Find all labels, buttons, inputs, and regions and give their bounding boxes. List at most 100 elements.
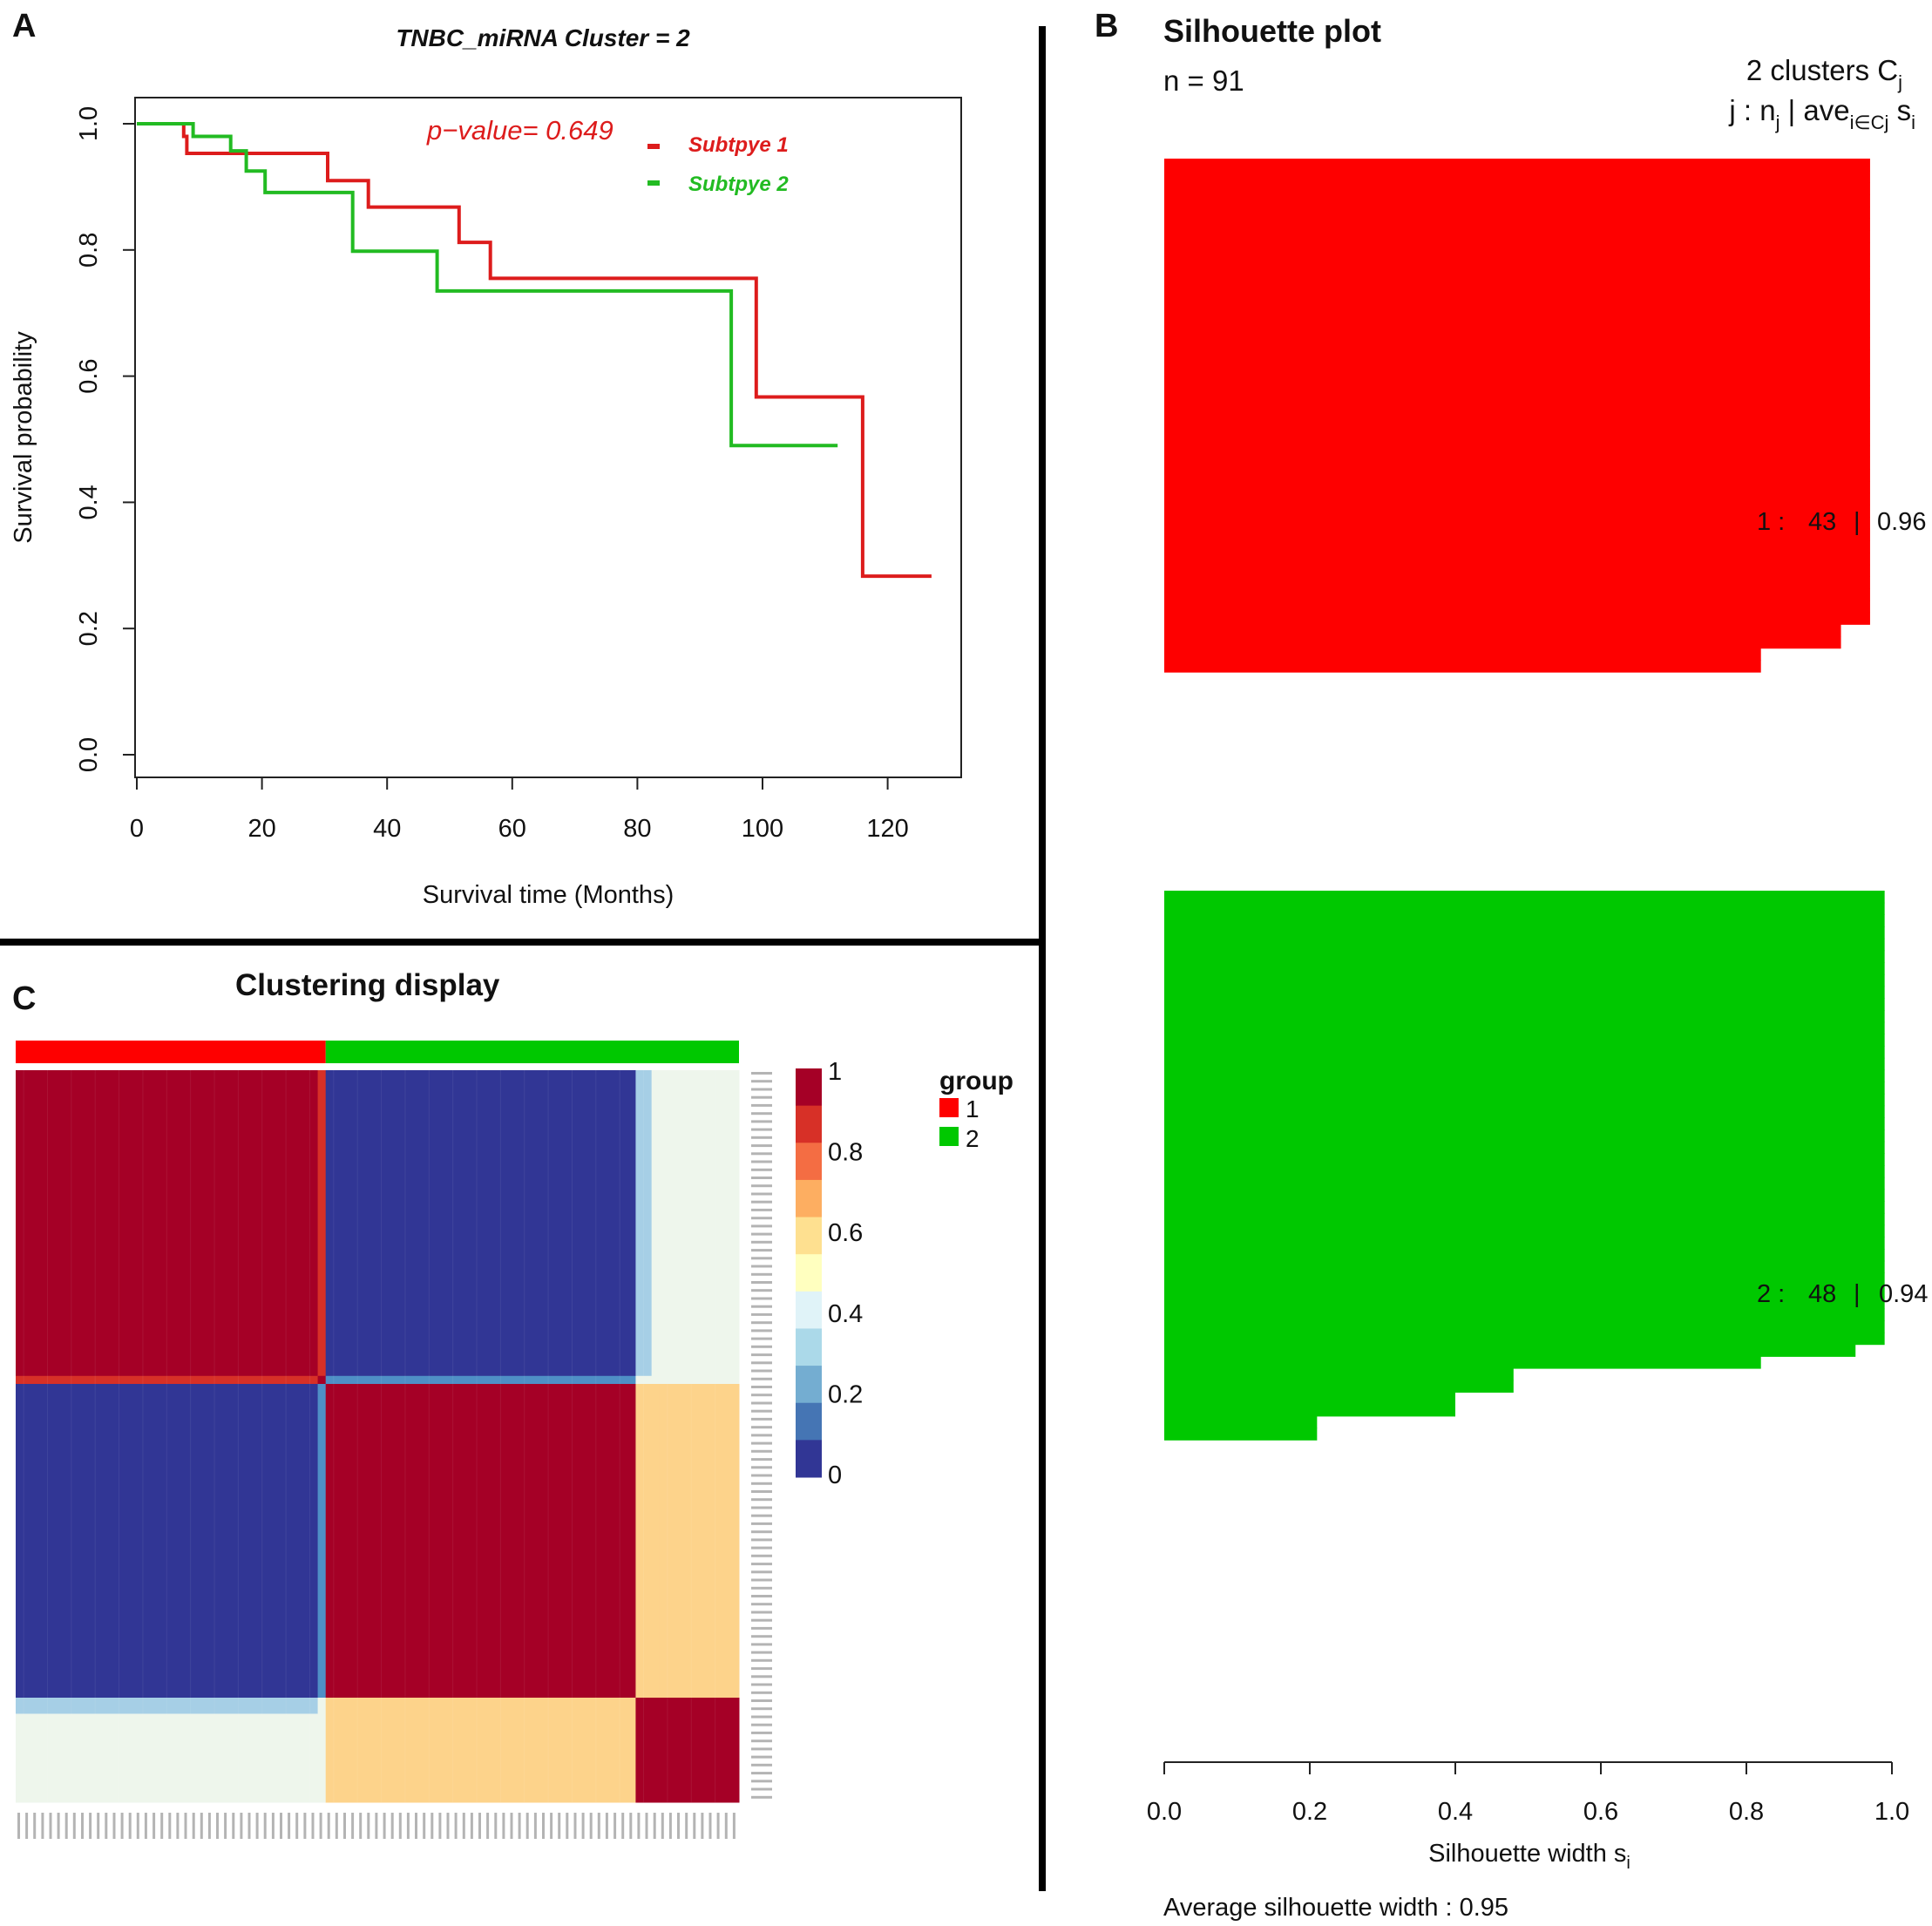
heatmap-row-label xyxy=(751,1329,772,1333)
heatmap-col-label xyxy=(406,1813,410,1839)
heatmap-row-label xyxy=(751,1072,772,1075)
heatmap-col-label xyxy=(605,1813,608,1839)
heatmap-col-label xyxy=(423,1813,426,1839)
km-y-tick-label: 0.4 xyxy=(75,485,103,519)
heatmap-col-label xyxy=(41,1813,44,1839)
km-plot-frame xyxy=(134,97,962,778)
color-scale-swatch-7 xyxy=(796,1291,822,1329)
color-scale-label: 0 xyxy=(828,1461,842,1489)
km-pvalue: p−value= 0.649 xyxy=(426,115,613,146)
heatmap-col-label xyxy=(653,1813,656,1839)
silhouette-bar-c2-12 xyxy=(1164,1021,1885,1034)
heatmap-col-label xyxy=(533,1813,537,1839)
heatmap-row-label xyxy=(751,1755,772,1759)
heatmap-col-label xyxy=(271,1813,275,1839)
heatmap-col-label xyxy=(168,1813,172,1839)
silhouette-bar-c2-43 xyxy=(1164,1392,1455,1405)
silhouette-title: Silhouette plot xyxy=(1163,13,1381,49)
silhouette-xlabel: Silhouette width si xyxy=(1428,1840,1630,1873)
heatmap-col-label xyxy=(637,1813,641,1839)
silhouette-bar-c2-21 xyxy=(1164,1129,1885,1143)
color-scale-swatch-10 xyxy=(796,1402,822,1441)
heatmap-row-label xyxy=(751,1707,772,1711)
silhouette-bar-c1-3 xyxy=(1164,182,1870,195)
heatmap-row-label xyxy=(751,1080,772,1083)
heatmap-row-label xyxy=(751,1538,772,1542)
heatmap-block-18 xyxy=(325,1698,636,1803)
heatmap-col-label xyxy=(153,1813,156,1839)
heatmap-row-label xyxy=(751,1763,772,1767)
heatmap-row-label xyxy=(751,1144,772,1148)
silhouette-header-1: 2 clusters Cj xyxy=(1746,54,1902,93)
silhouette-bar-c1-10 xyxy=(1164,266,1870,279)
cluster-1-id: 1 : xyxy=(1757,508,1785,536)
silhouette-bar-c1-13 xyxy=(1164,302,1870,315)
silhouette-bar-c1-38 xyxy=(1164,600,1870,614)
heatmap-row-label xyxy=(751,1369,772,1373)
heatmap-row-label xyxy=(751,1578,772,1582)
heatmap-col-label xyxy=(343,1813,346,1839)
silhouette-bar-c2-17 xyxy=(1164,1082,1885,1095)
heatmap-row-label xyxy=(751,1353,772,1357)
color-scale-swatch-6 xyxy=(796,1254,822,1292)
heatmap-col-label xyxy=(280,1813,282,1839)
heatmap-row-label xyxy=(751,1458,772,1461)
silhouette-bar-c2-38 xyxy=(1164,1332,1885,1346)
silhouette-bar-c1-12 xyxy=(1164,289,1870,302)
silhouette-bar-c2-24 xyxy=(1164,1165,1885,1178)
heatmap-col-label xyxy=(232,1813,235,1839)
km-y-tick-label: 0.8 xyxy=(75,233,103,268)
heatmap-col-label xyxy=(288,1813,291,1839)
heatmap-col-label xyxy=(550,1813,553,1839)
color-scale-label: 1 xyxy=(828,1058,842,1086)
heatmap-row-label xyxy=(751,1377,772,1380)
silhouette-bar-c1-31 xyxy=(1164,517,1870,530)
silhouette-footer: Average silhouette width : 0.95 xyxy=(1163,1894,1508,1922)
heatmap-block-8 xyxy=(325,1375,636,1385)
heatmap-row-label xyxy=(751,1611,772,1614)
heatmap-row-label xyxy=(751,1570,772,1574)
km-ylabel: Survival probability xyxy=(10,331,37,544)
heatmap-row-label xyxy=(751,1699,772,1702)
heatmap-block-7 xyxy=(651,1070,740,1377)
heatmap-row-label xyxy=(751,1409,772,1413)
silhouette-bar-c1-17 xyxy=(1164,349,1870,363)
heatmap-annotation-group-1 xyxy=(16,1041,326,1063)
heatmap-row-label xyxy=(751,1112,772,1116)
heatmap-row-label xyxy=(751,1394,772,1397)
heatmap-col-label xyxy=(668,1813,672,1839)
heatmap-col-label xyxy=(502,1813,505,1839)
heatmap-row-label xyxy=(751,1434,772,1437)
heatmap-col-label xyxy=(240,1813,243,1839)
heatmap-col-label xyxy=(160,1813,164,1839)
silhouette-x-tick-label: 0.4 xyxy=(1438,1798,1473,1826)
silhouette-bar-c2-20 xyxy=(1164,1117,1885,1130)
heatmap-col-label xyxy=(351,1813,355,1839)
cluster-2-ave: 0.94 xyxy=(1879,1280,1928,1308)
silhouette-bar-c1-41 xyxy=(1164,636,1841,649)
silhouette-bar-c1-32 xyxy=(1164,528,1870,541)
heatmap-row-label xyxy=(751,1595,772,1597)
heatmap-block-10 xyxy=(16,1384,319,1699)
silhouette-bar-c1-34 xyxy=(1164,553,1870,566)
silhouette-bar-c1-36 xyxy=(1164,576,1870,589)
silhouette-bar-c1-8 xyxy=(1164,241,1870,255)
heatmap-color-scale: 1 0.8 0.6 0.4 0.2 0 xyxy=(796,1058,863,1489)
heatmap-row-label xyxy=(751,1417,772,1421)
km-x-tick-label: 120 xyxy=(866,815,908,843)
cluster-2-sep: | xyxy=(1854,1280,1861,1308)
cluster-1-sep: | xyxy=(1854,508,1861,536)
heatmap-row-label xyxy=(751,1200,772,1204)
heatmap-row-label xyxy=(751,1103,772,1107)
heatmap-row-label xyxy=(751,1249,772,1252)
heatmap-row-label xyxy=(751,1683,772,1686)
heatmap-col-label xyxy=(81,1813,84,1839)
heatmap-col-label xyxy=(518,1813,521,1839)
heatmap-col-label xyxy=(542,1813,545,1839)
silhouette-bars xyxy=(1164,159,1885,1441)
silhouette-bar-c1-30 xyxy=(1164,505,1870,518)
silhouette-bar-c1-2 xyxy=(1164,170,1870,183)
heatmap-col-label xyxy=(224,1813,227,1839)
heatmap-row-label xyxy=(751,1120,772,1123)
